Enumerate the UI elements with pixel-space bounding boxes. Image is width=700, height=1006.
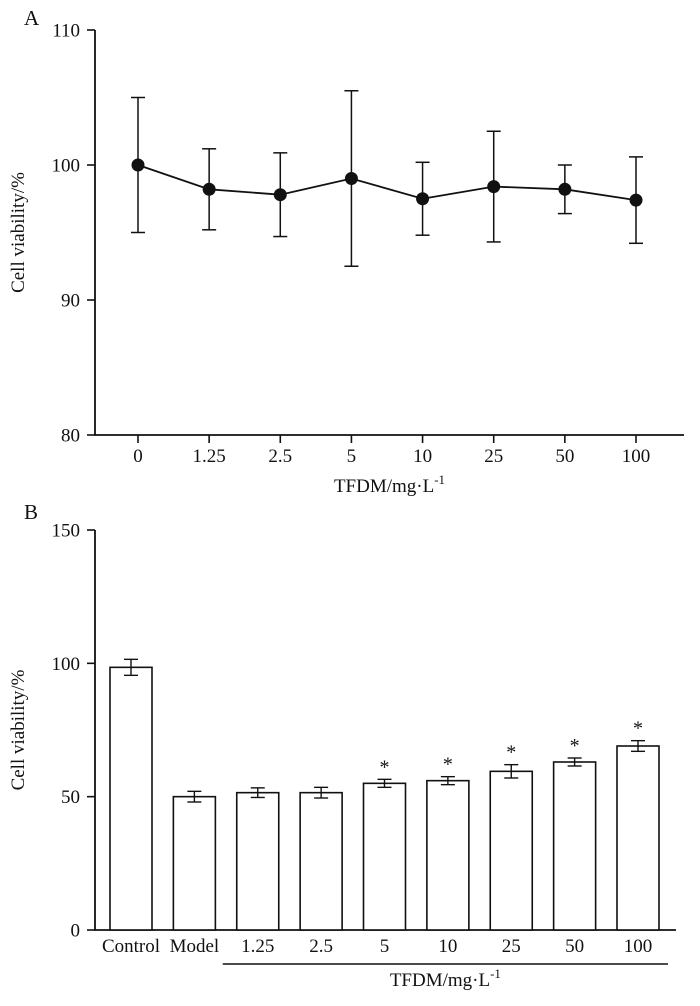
y-axis-title: Cell viability/% <box>8 172 29 293</box>
panel-b-label: B <box>24 500 39 524</box>
bar <box>489 770 534 931</box>
x-tick-label: 5 <box>380 936 390 957</box>
x-tick-label: 2.5 <box>268 446 292 467</box>
bar <box>362 782 407 931</box>
significance-asterisk: * <box>443 754 453 776</box>
x-tick-label: 50 <box>565 936 584 957</box>
panel-a-label: A <box>24 6 40 30</box>
chart-b-bar-plot: 0 50 100 150 Control Model 1.25 2.5 5 10 25 50 100 * *… <box>8 521 676 991</box>
data-point <box>202 182 216 196</box>
bar <box>172 795 217 931</box>
x-tick-label: 0 <box>133 446 143 467</box>
x-tick-label: 100 <box>622 446 651 467</box>
x-tick-label: 25 <box>502 936 521 957</box>
y-tick-label: 100 <box>52 654 81 675</box>
data-point <box>487 180 501 194</box>
data-point <box>344 172 358 185</box>
bar <box>552 761 597 931</box>
chart-a-line-plot: 80 90 100 110 0 1.25 2.5 5 10 25 50 100 Cell viabili… <box>8 21 684 497</box>
x-tick-label: Model <box>170 936 220 957</box>
significance-asterisk: * <box>506 742 516 764</box>
x-axis-title-base: TFDM/mg·L <box>334 476 434 497</box>
y-tick-label: 90 <box>61 291 80 312</box>
x-tick-label: 1.25 <box>193 446 226 467</box>
x-tick-label: 10 <box>413 446 432 467</box>
y-tick-label: 150 <box>52 521 81 542</box>
x-tick-label: 10 <box>438 936 457 957</box>
x-tick-label: 2.5 <box>309 936 333 957</box>
y-axis-title: Cell viability/% <box>8 669 29 790</box>
x-tick-label: 1.25 <box>241 936 274 957</box>
bar <box>426 779 470 931</box>
data-line <box>137 164 637 201</box>
x-axis-title: TFDM/mg·L-1 <box>334 472 445 497</box>
y-tick-label: 100 <box>52 156 81 177</box>
x-tick-label: 25 <box>484 446 503 467</box>
x-axis-title: TFDM/mg·L-1 <box>390 966 501 991</box>
y-tick-label: 110 <box>52 21 80 42</box>
x-tick-label: Control <box>102 936 160 957</box>
x-tick-label: 100 <box>624 936 653 957</box>
data-point <box>558 182 572 196</box>
y-tick-label: 0 <box>71 921 81 942</box>
data-point <box>273 188 287 202</box>
x-tick-label: 5 <box>347 446 357 467</box>
data-point <box>629 193 643 207</box>
data-point <box>131 158 145 172</box>
bar <box>616 745 660 931</box>
x-axis-title-superscript: -1 <box>490 966 501 981</box>
y-tick-label: 50 <box>61 787 80 808</box>
data-point <box>416 192 430 206</box>
significance-asterisk: * <box>633 718 643 740</box>
x-axis-title-base: TFDM/mg·L <box>390 970 490 991</box>
x-axis-title-superscript: -1 <box>434 472 445 487</box>
x-tick-label: 50 <box>555 446 574 467</box>
significance-asterisk: * <box>570 735 580 757</box>
y-tick-label: 80 <box>61 426 80 447</box>
bar <box>299 791 343 931</box>
bar <box>235 791 280 931</box>
significance-asterisk: * <box>380 756 390 778</box>
bar <box>109 666 153 931</box>
